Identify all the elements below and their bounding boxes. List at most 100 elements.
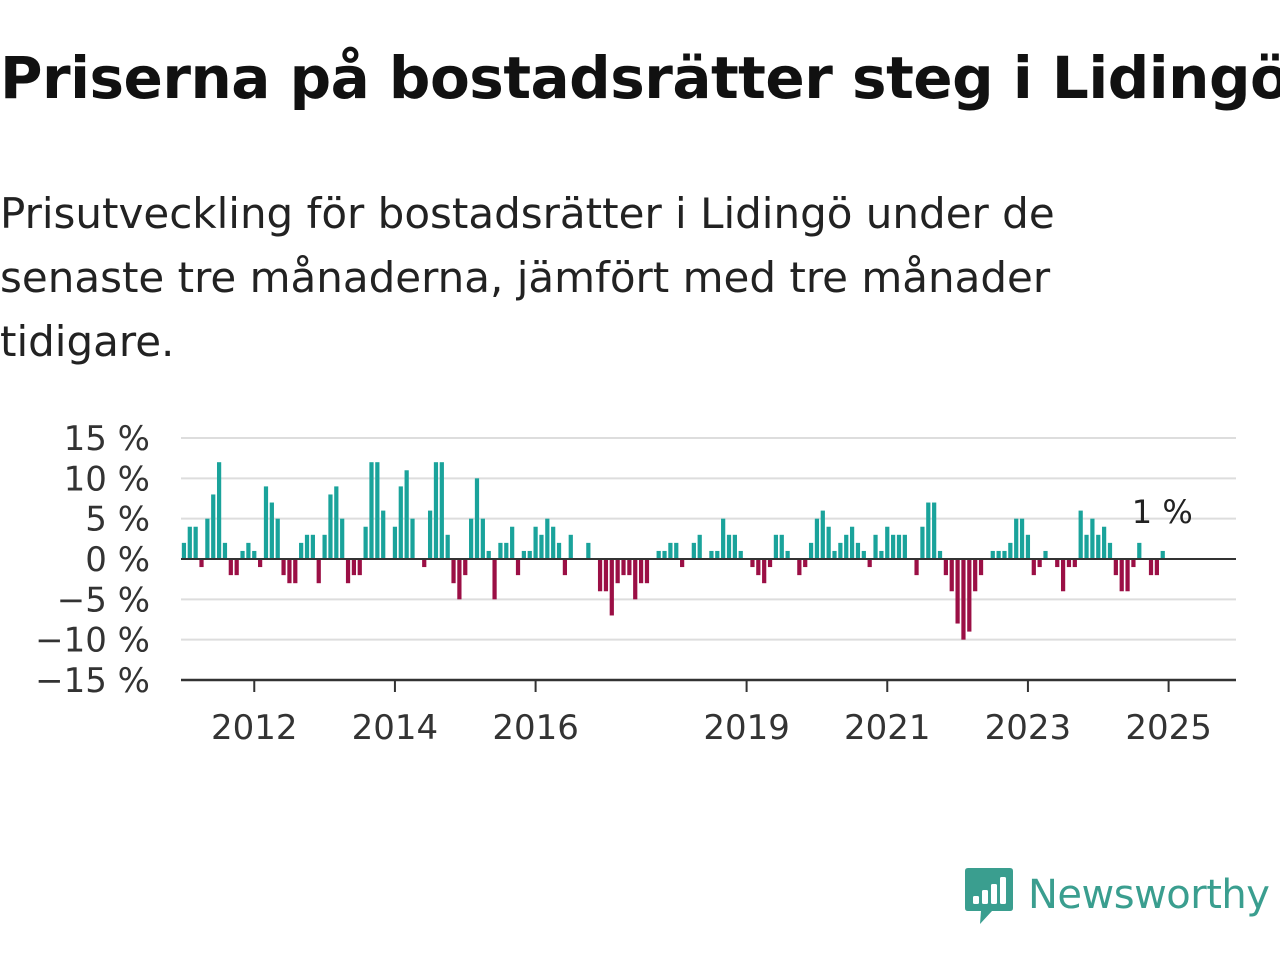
bar — [820, 510, 825, 559]
bar — [873, 534, 878, 559]
bar — [510, 526, 515, 559]
bar — [486, 550, 491, 559]
bar — [674, 542, 679, 559]
bar — [955, 559, 960, 624]
bar — [216, 462, 222, 559]
bar — [732, 534, 737, 559]
bar — [691, 542, 696, 559]
bar — [427, 510, 433, 559]
bar — [767, 559, 773, 568]
bar — [545, 518, 550, 559]
bar — [726, 534, 732, 559]
bar — [844, 534, 849, 559]
bar-chart: 15 %10 %5 %0 %−5 %−10 %−15 % 2012 2014 201… — [35, 419, 1236, 748]
bar — [978, 559, 984, 576]
bar — [932, 502, 937, 559]
chart-subtitle: Prisutveckling för bostadsrätter i Lidin… — [0, 189, 1055, 366]
bar — [1043, 550, 1048, 559]
bar — [328, 494, 333, 559]
bar — [310, 534, 315, 559]
bar — [258, 559, 263, 568]
bar — [345, 559, 351, 584]
bar — [1037, 559, 1042, 568]
y-tick-label: 15 % — [64, 419, 150, 459]
bar — [422, 559, 427, 568]
bar — [457, 559, 462, 600]
bar — [211, 494, 216, 559]
bar — [1084, 534, 1089, 559]
bar — [287, 559, 292, 584]
bar — [469, 518, 474, 559]
bar — [299, 542, 304, 559]
bar — [668, 542, 673, 559]
bar — [205, 518, 210, 559]
bar — [902, 534, 907, 559]
y-axis-tick-labels: 15 %10 %5 %0 %−5 %−10 %−15 % — [35, 419, 150, 701]
bar — [433, 462, 439, 559]
newsworthy-logo[interactable]: Newsworthy — [964, 864, 1270, 926]
bar — [498, 542, 503, 559]
bar — [680, 559, 685, 568]
bar — [527, 550, 532, 559]
bar — [1090, 518, 1095, 559]
x-tick-label: 2025 — [1125, 708, 1212, 748]
brand-name: Newsworthy — [1028, 872, 1270, 918]
bar — [263, 486, 269, 559]
bar — [1014, 518, 1019, 559]
bar — [1019, 518, 1025, 559]
bar — [445, 534, 450, 559]
bar — [1160, 550, 1165, 559]
bar — [334, 486, 339, 559]
bar — [398, 486, 403, 559]
bar — [644, 559, 650, 584]
bar — [515, 559, 521, 576]
bar — [1066, 559, 1072, 568]
y-tick-label: 0 % — [85, 540, 150, 580]
grid-lines — [181, 437, 1236, 641]
bar — [1072, 559, 1077, 568]
bar — [562, 559, 568, 576]
bar — [375, 462, 380, 559]
last-value-label: 1 % — [1132, 493, 1193, 531]
bar — [451, 559, 456, 584]
newsworthy-logo-icon — [965, 868, 1013, 924]
bar — [556, 542, 562, 559]
bar — [797, 559, 802, 576]
bar — [803, 559, 808, 568]
bar — [340, 518, 345, 559]
bar — [896, 534, 902, 559]
bar — [304, 534, 310, 559]
bar — [463, 559, 468, 576]
bar — [1096, 534, 1101, 559]
bar — [609, 559, 614, 616]
bar — [187, 526, 192, 559]
bar — [568, 534, 573, 559]
bar — [762, 559, 767, 584]
y-tick-label: −15 % — [35, 661, 150, 701]
bar — [1113, 559, 1118, 576]
bar — [773, 534, 779, 559]
bar — [779, 534, 784, 559]
bar — [756, 559, 761, 576]
bar — [638, 559, 644, 584]
bar — [240, 550, 245, 559]
bar — [633, 559, 638, 600]
x-tick-label: 2014 — [352, 708, 439, 748]
bar — [885, 526, 890, 559]
bar — [627, 559, 632, 576]
bar — [891, 534, 896, 559]
bar — [381, 510, 386, 559]
x-tick-label: 2012 — [211, 708, 298, 748]
bar — [826, 526, 831, 559]
bar — [697, 534, 702, 559]
bar-series — [181, 462, 1165, 640]
bar — [662, 550, 667, 559]
bar — [369, 462, 374, 559]
bar — [1148, 559, 1154, 576]
x-tick-label: 2023 — [985, 708, 1072, 748]
bar — [849, 526, 855, 559]
bar — [1060, 559, 1066, 592]
bar — [351, 559, 357, 576]
bar — [926, 502, 931, 559]
bar — [392, 526, 398, 559]
